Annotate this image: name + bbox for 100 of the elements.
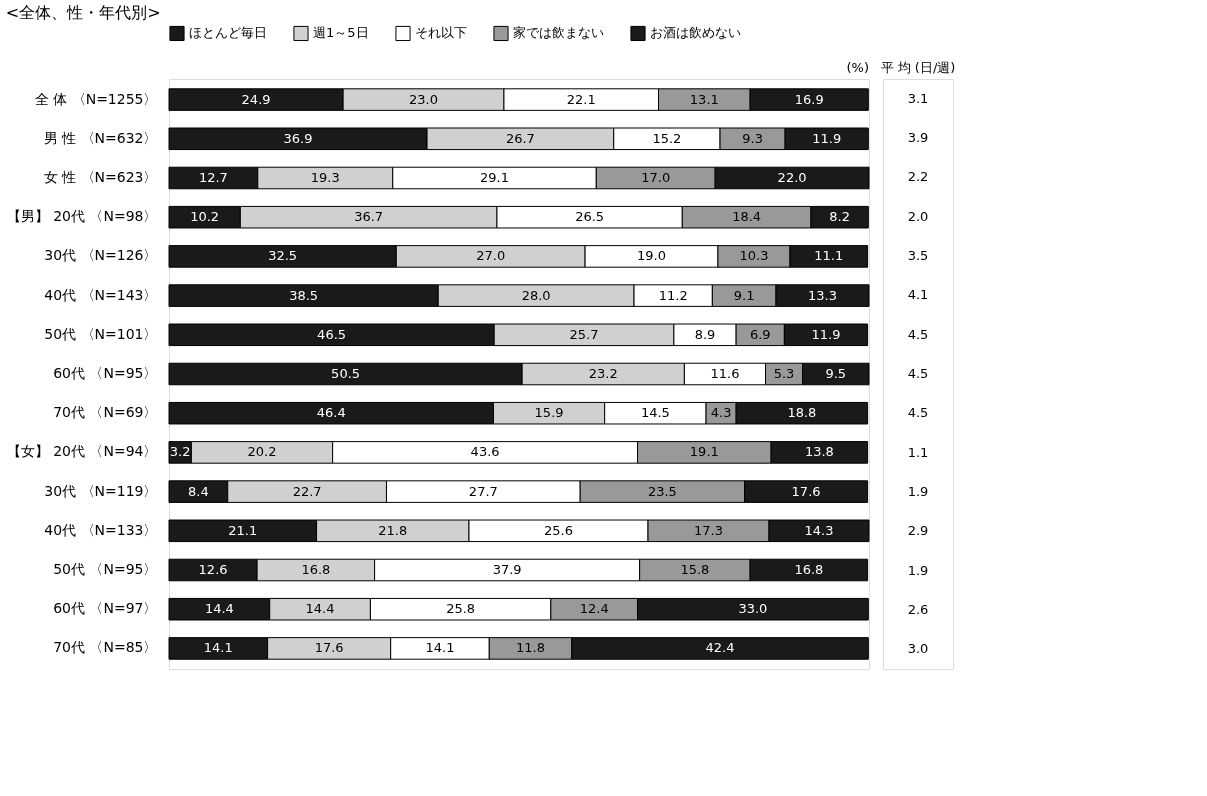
data-label: 37.9 — [492, 562, 522, 578]
data-label: 8.9 — [694, 326, 716, 342]
data-label: 27.7 — [468, 483, 498, 499]
y-tick-label: 40代 〈N=133〉 — [44, 521, 158, 538]
y-tick-label: 70代 〈N=85〉 — [53, 639, 158, 656]
data-label: 26.5 — [575, 209, 605, 225]
data-label: 10.2 — [190, 209, 220, 225]
legend-label: それ以下 — [415, 25, 467, 41]
data-label: 46.4 — [316, 405, 346, 421]
data-label: 6.9 — [749, 326, 771, 342]
data-label: 19.1 — [689, 444, 719, 460]
data-label: 33.0 — [738, 601, 768, 617]
data-label: 23.2 — [588, 366, 618, 381]
data-label: 24.9 — [241, 91, 271, 107]
data-label: 25.8 — [446, 601, 476, 617]
data-label: 11.2 — [658, 287, 688, 303]
data-label: 20.2 — [247, 444, 277, 460]
data-label: 12.6 — [198, 562, 228, 578]
y-tick-label: 60代 〈N=95〉 — [53, 365, 158, 381]
data-label: 13.3 — [808, 287, 837, 303]
data-label: 14.3 — [804, 522, 834, 538]
data-label: 18.8 — [787, 405, 817, 421]
y-tick-label: 【男】 20代 〈N=98〉 — [6, 208, 158, 225]
data-label: 3.2 — [169, 444, 191, 460]
data-label: 25.7 — [569, 326, 599, 342]
data-label: 22.7 — [292, 483, 322, 499]
data-label: 23.0 — [409, 91, 439, 107]
data-label: 25.6 — [544, 522, 573, 538]
data-label: 17.6 — [314, 640, 344, 656]
text: 1.9 — [907, 484, 929, 499]
data-label: 14.4 — [305, 601, 335, 617]
data-label: 21.1 — [228, 522, 258, 538]
text: 1.9 — [907, 562, 929, 578]
text: 4.5 — [907, 366, 929, 381]
data-label: 12.4 — [579, 601, 609, 617]
legend-label: 家では飲まない — [513, 25, 604, 41]
y-tick-label: 40代 〈N=143〉 — [44, 286, 158, 303]
y-tick-label: 50代 〈N=101〉 — [44, 325, 158, 342]
text: 4.5 — [907, 405, 929, 421]
text: 4.1 — [907, 287, 929, 303]
legend-label: 週1～5日 — [313, 25, 369, 41]
chart-title: <全体、性・年代別> — [5, 3, 161, 22]
data-label: 26.7 — [505, 130, 535, 146]
text: 3.0 — [907, 641, 929, 657]
legend-label: ほとんど毎日 — [189, 25, 267, 41]
data-label: 18.4 — [732, 209, 762, 225]
y-tick-label: 60代 〈N=97〉 — [53, 600, 158, 617]
data-label: 46.5 — [317, 326, 347, 342]
data-label: 4.3 — [710, 405, 732, 421]
data-label: 11.1 — [814, 248, 844, 264]
data-label: 36.9 — [283, 130, 313, 146]
data-label: 5.3 — [773, 366, 795, 381]
data-label: 15.9 — [534, 405, 564, 421]
text: 3.5 — [907, 248, 929, 263]
text: 2.0 — [907, 208, 929, 224]
data-label: 12.7 — [198, 169, 228, 185]
data-label: 28.0 — [521, 287, 551, 303]
data-label: 11.9 — [811, 326, 841, 342]
y-tick-label: 70代 〈N=69〉 — [53, 404, 158, 421]
data-label: 42.4 — [705, 640, 735, 656]
data-label: 16.8 — [794, 562, 824, 578]
data-label: 27.0 — [476, 248, 506, 264]
data-label: 8.4 — [188, 483, 209, 499]
data-label: 15.2 — [652, 130, 682, 146]
text: 2.6 — [907, 602, 929, 617]
text: 3.9 — [907, 130, 929, 145]
data-label: 17.3 — [694, 522, 723, 538]
y-tick-label: 50代 〈N=95〉 — [53, 561, 158, 578]
data-label: 22.0 — [777, 169, 807, 185]
data-label: 22.1 — [566, 91, 596, 107]
data-label: 16.8 — [301, 562, 331, 578]
data-label: 50.5 — [331, 366, 361, 381]
text: 4.5 — [907, 326, 929, 342]
legend-label: お酒は飲めない — [650, 25, 741, 41]
data-label: 23.5 — [647, 483, 677, 499]
text: 2.2 — [907, 169, 929, 185]
data-label: 13.8 — [804, 444, 834, 460]
data-label: 43.6 — [470, 444, 500, 460]
data-label: 14.5 — [640, 405, 670, 421]
y-tick-label: 30代 〈N=119〉 — [44, 482, 158, 499]
data-label: 19.3 — [310, 169, 340, 185]
data-label: 32.5 — [268, 248, 298, 264]
text: 1.1 — [907, 444, 929, 460]
y-tick-label: 男 性 〈N=632〉 — [43, 129, 158, 146]
text: (%) — [846, 60, 869, 75]
y-tick-label: 30代 〈N=126〉 — [44, 247, 158, 264]
data-label: 38.5 — [289, 287, 319, 303]
data-label: 17.0 — [641, 169, 671, 185]
data-label: 9.5 — [825, 366, 847, 381]
y-tick-label: 全 体 〈N=1255〉 — [34, 90, 158, 107]
data-label: 14.1 — [425, 640, 455, 656]
data-label: 11.9 — [812, 130, 842, 146]
y-tick-label: 【女】 20代 〈N=94〉 — [6, 443, 158, 460]
data-label: 10.3 — [739, 248, 769, 264]
data-label: 14.4 — [204, 601, 234, 617]
data-label: 16.9 — [794, 91, 824, 107]
data-label: 14.1 — [203, 640, 233, 656]
text: 2.9 — [907, 523, 929, 539]
data-label: 11.6 — [710, 366, 740, 381]
data-label: 19.0 — [637, 248, 666, 264]
